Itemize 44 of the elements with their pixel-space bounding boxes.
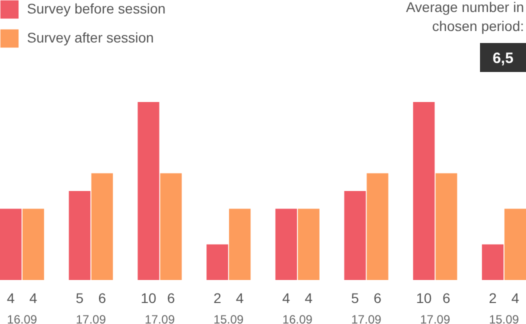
legend-label: Survey after session xyxy=(27,30,154,46)
data-label: 4 xyxy=(6,290,15,306)
data-label: 6 xyxy=(98,290,106,306)
bar xyxy=(436,173,458,280)
bar xyxy=(413,102,435,280)
bar xyxy=(482,244,504,280)
data-label: 5 xyxy=(351,290,360,306)
data-label: 4 xyxy=(29,290,38,306)
bar xyxy=(504,208,526,280)
data-label: 4 xyxy=(282,290,290,306)
text: 6,5 xyxy=(492,50,514,67)
bar xyxy=(91,173,113,280)
bar xyxy=(206,244,228,280)
x-tick-label: 17.09 xyxy=(351,312,382,324)
data-label: 6 xyxy=(442,290,450,306)
x-tick-label: 15.09 xyxy=(488,312,520,324)
x-tick-label: 16.09 xyxy=(7,312,38,324)
bar xyxy=(68,191,90,280)
bar xyxy=(22,208,44,280)
bar xyxy=(0,208,22,280)
x-tick-label: 16.09 xyxy=(282,312,313,324)
data-label: 4 xyxy=(304,290,313,306)
data-label: 6 xyxy=(374,290,382,306)
data-label: 2 xyxy=(213,290,222,306)
x-tick-label: 17.09 xyxy=(144,312,176,324)
bar xyxy=(160,173,182,280)
bar xyxy=(366,173,388,280)
data-label: 10 xyxy=(416,290,432,306)
data-label: 4 xyxy=(236,290,244,306)
x-tick-label: 17.09 xyxy=(76,312,106,324)
bar xyxy=(275,208,297,280)
bar xyxy=(138,102,160,280)
data-label: 2 xyxy=(488,290,497,306)
data-label: 6 xyxy=(167,290,176,306)
bar xyxy=(298,208,320,280)
data-label: 10 xyxy=(140,290,156,306)
text: Average number in chosen period: xyxy=(406,0,524,34)
bar xyxy=(229,208,251,280)
x-tick-label: 15.09 xyxy=(214,312,244,324)
legend-label: Survey before session xyxy=(27,0,166,16)
x-tick-label: 17.09 xyxy=(420,312,450,324)
data-label: 4 xyxy=(511,290,520,306)
bar xyxy=(344,191,366,280)
data-label: 5 xyxy=(76,290,84,306)
